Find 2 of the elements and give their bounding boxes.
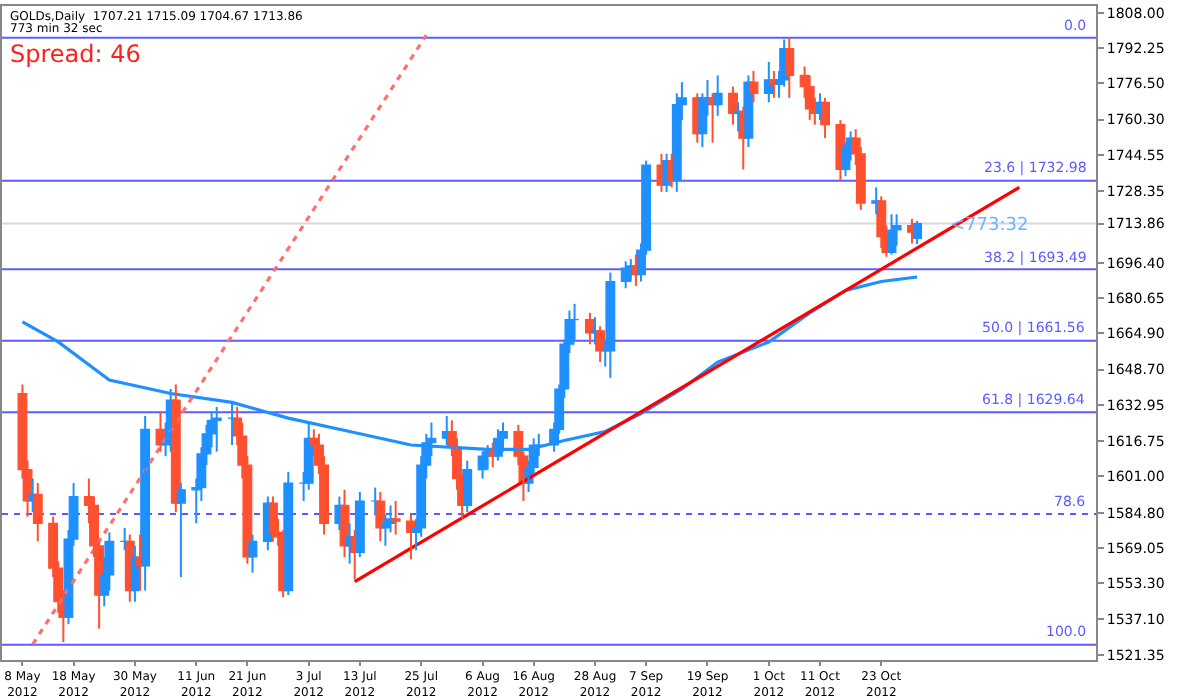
annotation: <773:32 [950,216,1029,236]
annotation: Spread: 46 [10,40,141,68]
